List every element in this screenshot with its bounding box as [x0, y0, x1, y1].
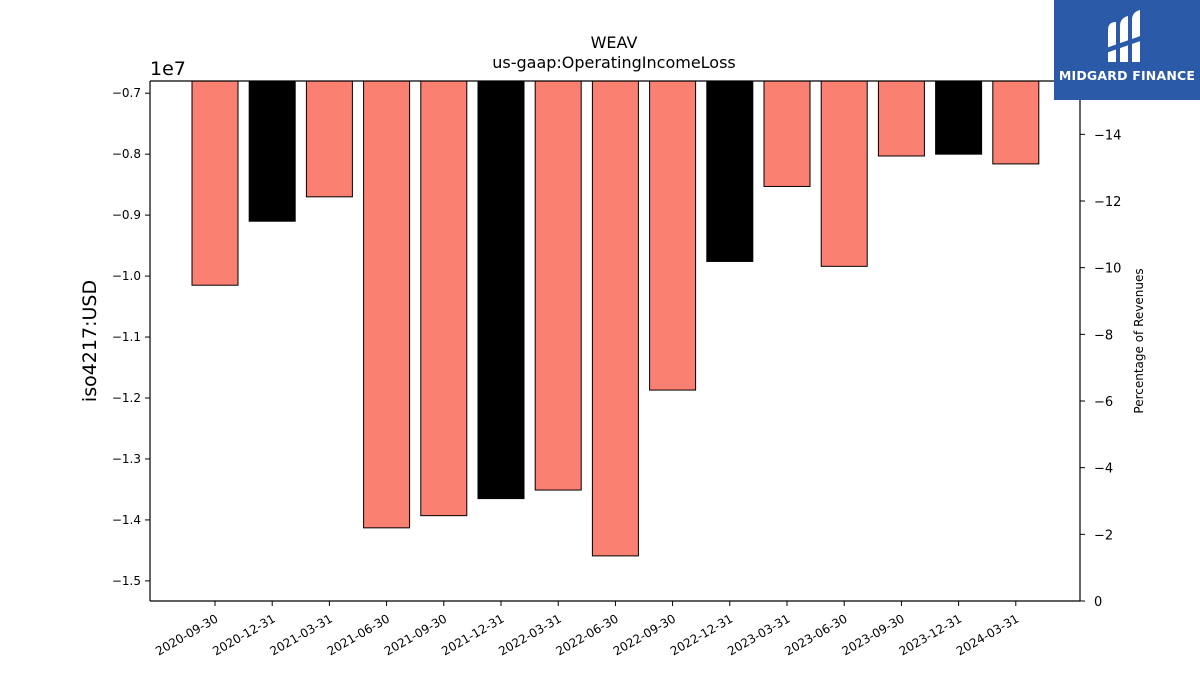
bar-2020-09-30: [191, 80, 239, 286]
y2-tick-label: −4: [1094, 462, 1113, 477]
bar-2023-12-31: [935, 80, 983, 155]
bar-2022-09-30: [649, 80, 697, 391]
bar-2020-12-31: [248, 80, 296, 222]
bar-2022-12-31: [706, 80, 754, 262]
midgard-logo-icon: [1106, 10, 1146, 62]
y-tick-label: −1.1: [112, 330, 141, 344]
bar-2021-03-31: [305, 80, 353, 198]
y2-tick-label: −2: [1094, 528, 1113, 543]
bar-2023-03-31: [763, 80, 811, 187]
y-axis-label: iso4217:USD: [79, 280, 101, 402]
chart-title: WEAV: [591, 33, 638, 52]
bar-2023-09-30: [877, 80, 925, 157]
bar-2022-03-31: [534, 80, 582, 491]
x-tick-label: 2021-06-30: [325, 611, 392, 658]
x-tick-label: 2020-12-31: [210, 611, 277, 658]
bar-2021-12-31: [477, 80, 525, 500]
bar-2021-09-30: [420, 80, 468, 517]
x-tick-label: 2022-12-31: [668, 611, 735, 658]
x-tick-label: 2023-09-30: [839, 611, 906, 658]
chart-subtitle: us-gaap:OperatingIncomeLoss: [492, 53, 736, 72]
y-tick-label: −1.5: [112, 574, 141, 588]
y2-tick-label: −14: [1094, 128, 1121, 143]
y2-tick-label: −8: [1094, 328, 1113, 343]
x-tick-label: 2023-06-30: [782, 611, 849, 658]
x-tick-label: 2021-03-31: [267, 611, 334, 658]
y-tick-label: −1.3: [112, 452, 141, 466]
x-tick-label: 2020-09-30: [153, 611, 220, 658]
y2-tick-label: −12: [1094, 195, 1121, 210]
y-offset-label: 1e7: [150, 58, 186, 80]
y-tick-label: −0.9: [112, 208, 141, 222]
bar-2022-06-30: [591, 80, 639, 557]
bar-2023-06-30: [820, 80, 868, 267]
x-tick-label: 2022-09-30: [611, 611, 678, 658]
y2-axis-label: Percentage of Revenues: [1132, 268, 1146, 413]
y2-tick-label: 0: [1094, 595, 1102, 610]
x-tick-label: 2021-12-31: [439, 611, 506, 658]
y-tick-label: −0.8: [112, 147, 141, 161]
y-tick-label: −1.4: [112, 513, 141, 527]
x-tick-label: 2023-03-31: [725, 611, 792, 658]
brand-logo: MIDGARD FINANCE: [1054, 0, 1200, 100]
x-tick-label: 2023-12-31: [897, 611, 964, 658]
bars-group: [191, 80, 1040, 557]
x-tick-label: 2022-06-30: [553, 611, 620, 658]
y2-tick-label: −6: [1094, 395, 1113, 410]
y-tick-label: −1.2: [112, 391, 141, 405]
y-tick-label: −0.7: [112, 86, 141, 100]
bar-2021-06-30: [363, 80, 411, 529]
x-tick-label: 2024-03-31: [954, 611, 1021, 658]
x-tick-label: 2022-03-31: [496, 611, 563, 658]
y-tick-label: −1.0: [112, 269, 141, 283]
x-tick-label: 2021-09-30: [382, 611, 449, 658]
brand-logo-text: MIDGARD FINANCE: [1058, 68, 1196, 83]
bar-2024-03-31: [992, 80, 1040, 165]
y2-tick-label: −10: [1094, 262, 1121, 277]
